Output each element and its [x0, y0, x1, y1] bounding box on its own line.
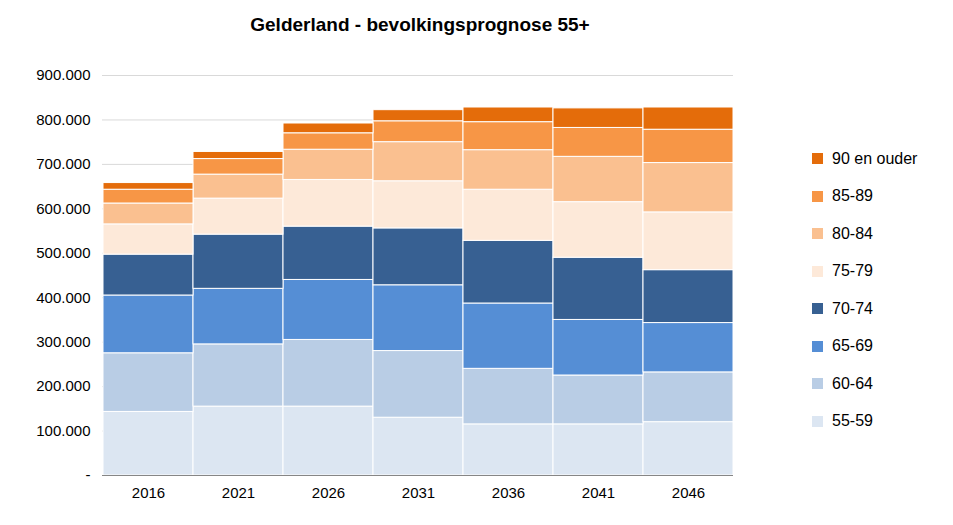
svg-text:2026: 2026: [312, 484, 345, 501]
svg-text:2031: 2031: [402, 484, 435, 501]
svg-text:800.000: 800.000: [36, 111, 90, 128]
html-text:90 en ouder: 90 en ouder: [832, 149, 918, 167]
html-text:55-59: 55-59: [832, 412, 873, 430]
html-text:80-84: 80-84: [832, 224, 873, 242]
svg-text:2021: 2021: [222, 484, 255, 501]
svg-text:300.000: 300.000: [36, 333, 90, 350]
svg-text:500.000: 500.000: [36, 244, 90, 261]
svg-text:600.000: 600.000: [36, 200, 90, 217]
html-text:70-74: 70-74: [832, 299, 873, 317]
svg-text:2036: 2036: [492, 484, 525, 501]
html-text:60-64: 60-64: [832, 374, 873, 392]
html-text:Gelderland - bevolkingsprognos: Gelderland - bevolkingsprognose 55+: [250, 14, 590, 35]
svg-text:2016: 2016: [132, 484, 165, 501]
svg-text:700.000: 700.000: [36, 155, 90, 172]
svg-text:400.000: 400.000: [36, 289, 90, 306]
svg-text:200.000: 200.000: [36, 377, 90, 394]
html-text:75-79: 75-79: [832, 262, 873, 280]
svg-text:900.000: 900.000: [36, 66, 90, 83]
svg-text:100.000: 100.000: [36, 422, 90, 439]
svg-text:2041: 2041: [582, 484, 615, 501]
svg-text:2046: 2046: [672, 484, 705, 501]
html-text:65-69: 65-69: [832, 337, 873, 355]
svg-text:-: -: [86, 466, 91, 483]
html-text:85-89: 85-89: [832, 187, 873, 205]
